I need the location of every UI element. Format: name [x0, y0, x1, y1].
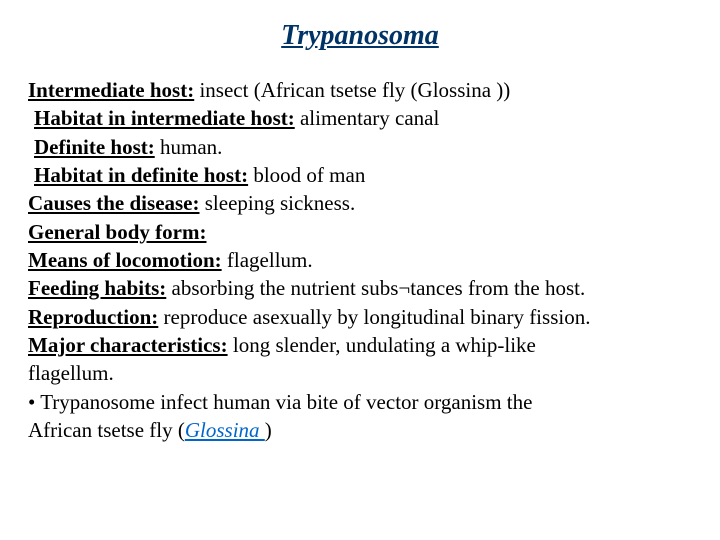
line-text: human.	[155, 135, 223, 159]
content-line: Reproduction: reproduce asexually by lon…	[28, 303, 692, 331]
line-label: Causes the disease:	[28, 191, 200, 215]
line-text: flagellum.	[222, 248, 313, 272]
line-label: Intermediate host:	[28, 78, 194, 102]
line-text: sleeping sickness.	[200, 191, 356, 215]
content-line: Causes the disease: sleeping sickness.	[28, 189, 692, 217]
line-text: alimentary canal	[295, 106, 440, 130]
line-text: absorbing the nutrient subs¬tances from …	[166, 276, 585, 300]
content-line: Definite host: human.	[28, 133, 692, 161]
content-line: Feeding habits: absorbing the nutrient s…	[28, 274, 692, 302]
content-line: General body form:	[28, 218, 692, 246]
line-label: Reproduction:	[28, 305, 158, 329]
line-label: General body form:	[28, 220, 206, 244]
tail-line-1: flagellum.	[28, 359, 692, 387]
bullet-line: • Trypanosome infect human via bite of v…	[28, 388, 692, 416]
tail-line-2: African tsetse fly (Glossina )	[28, 416, 692, 444]
content-lines: Intermediate host: insect (African tsets…	[28, 76, 692, 359]
line-label: Means of locomotion:	[28, 248, 222, 272]
line-label: Feeding habits:	[28, 276, 166, 300]
line-text: long slender, undulating a whip-like	[228, 333, 536, 357]
content-line: Habitat in definite host: blood of man	[28, 161, 692, 189]
content-line: Major characteristics: long slender, und…	[28, 331, 692, 359]
page-title: Trypanosoma	[28, 20, 692, 52]
tail2-b: )	[265, 418, 272, 442]
line-text: insect (African tsetse fly (Glossina ))	[194, 78, 510, 102]
content-line: Intermediate host: insect (African tsets…	[28, 76, 692, 104]
content-line: Means of locomotion: flagellum.	[28, 246, 692, 274]
line-label: Habitat in definite host:	[34, 163, 248, 187]
line-text: reproduce asexually by longitudinal bina…	[158, 305, 590, 329]
line-label: Habitat in intermediate host:	[34, 106, 295, 130]
tail2-a: African tsetse fly (	[28, 418, 185, 442]
line-text: blood of man	[248, 163, 365, 187]
line-label: Definite host:	[34, 135, 155, 159]
glossina-link[interactable]: Glossina	[185, 418, 265, 442]
line-label: Major characteristics:	[28, 333, 228, 357]
content-line: Habitat in intermediate host: alimentary…	[28, 104, 692, 132]
